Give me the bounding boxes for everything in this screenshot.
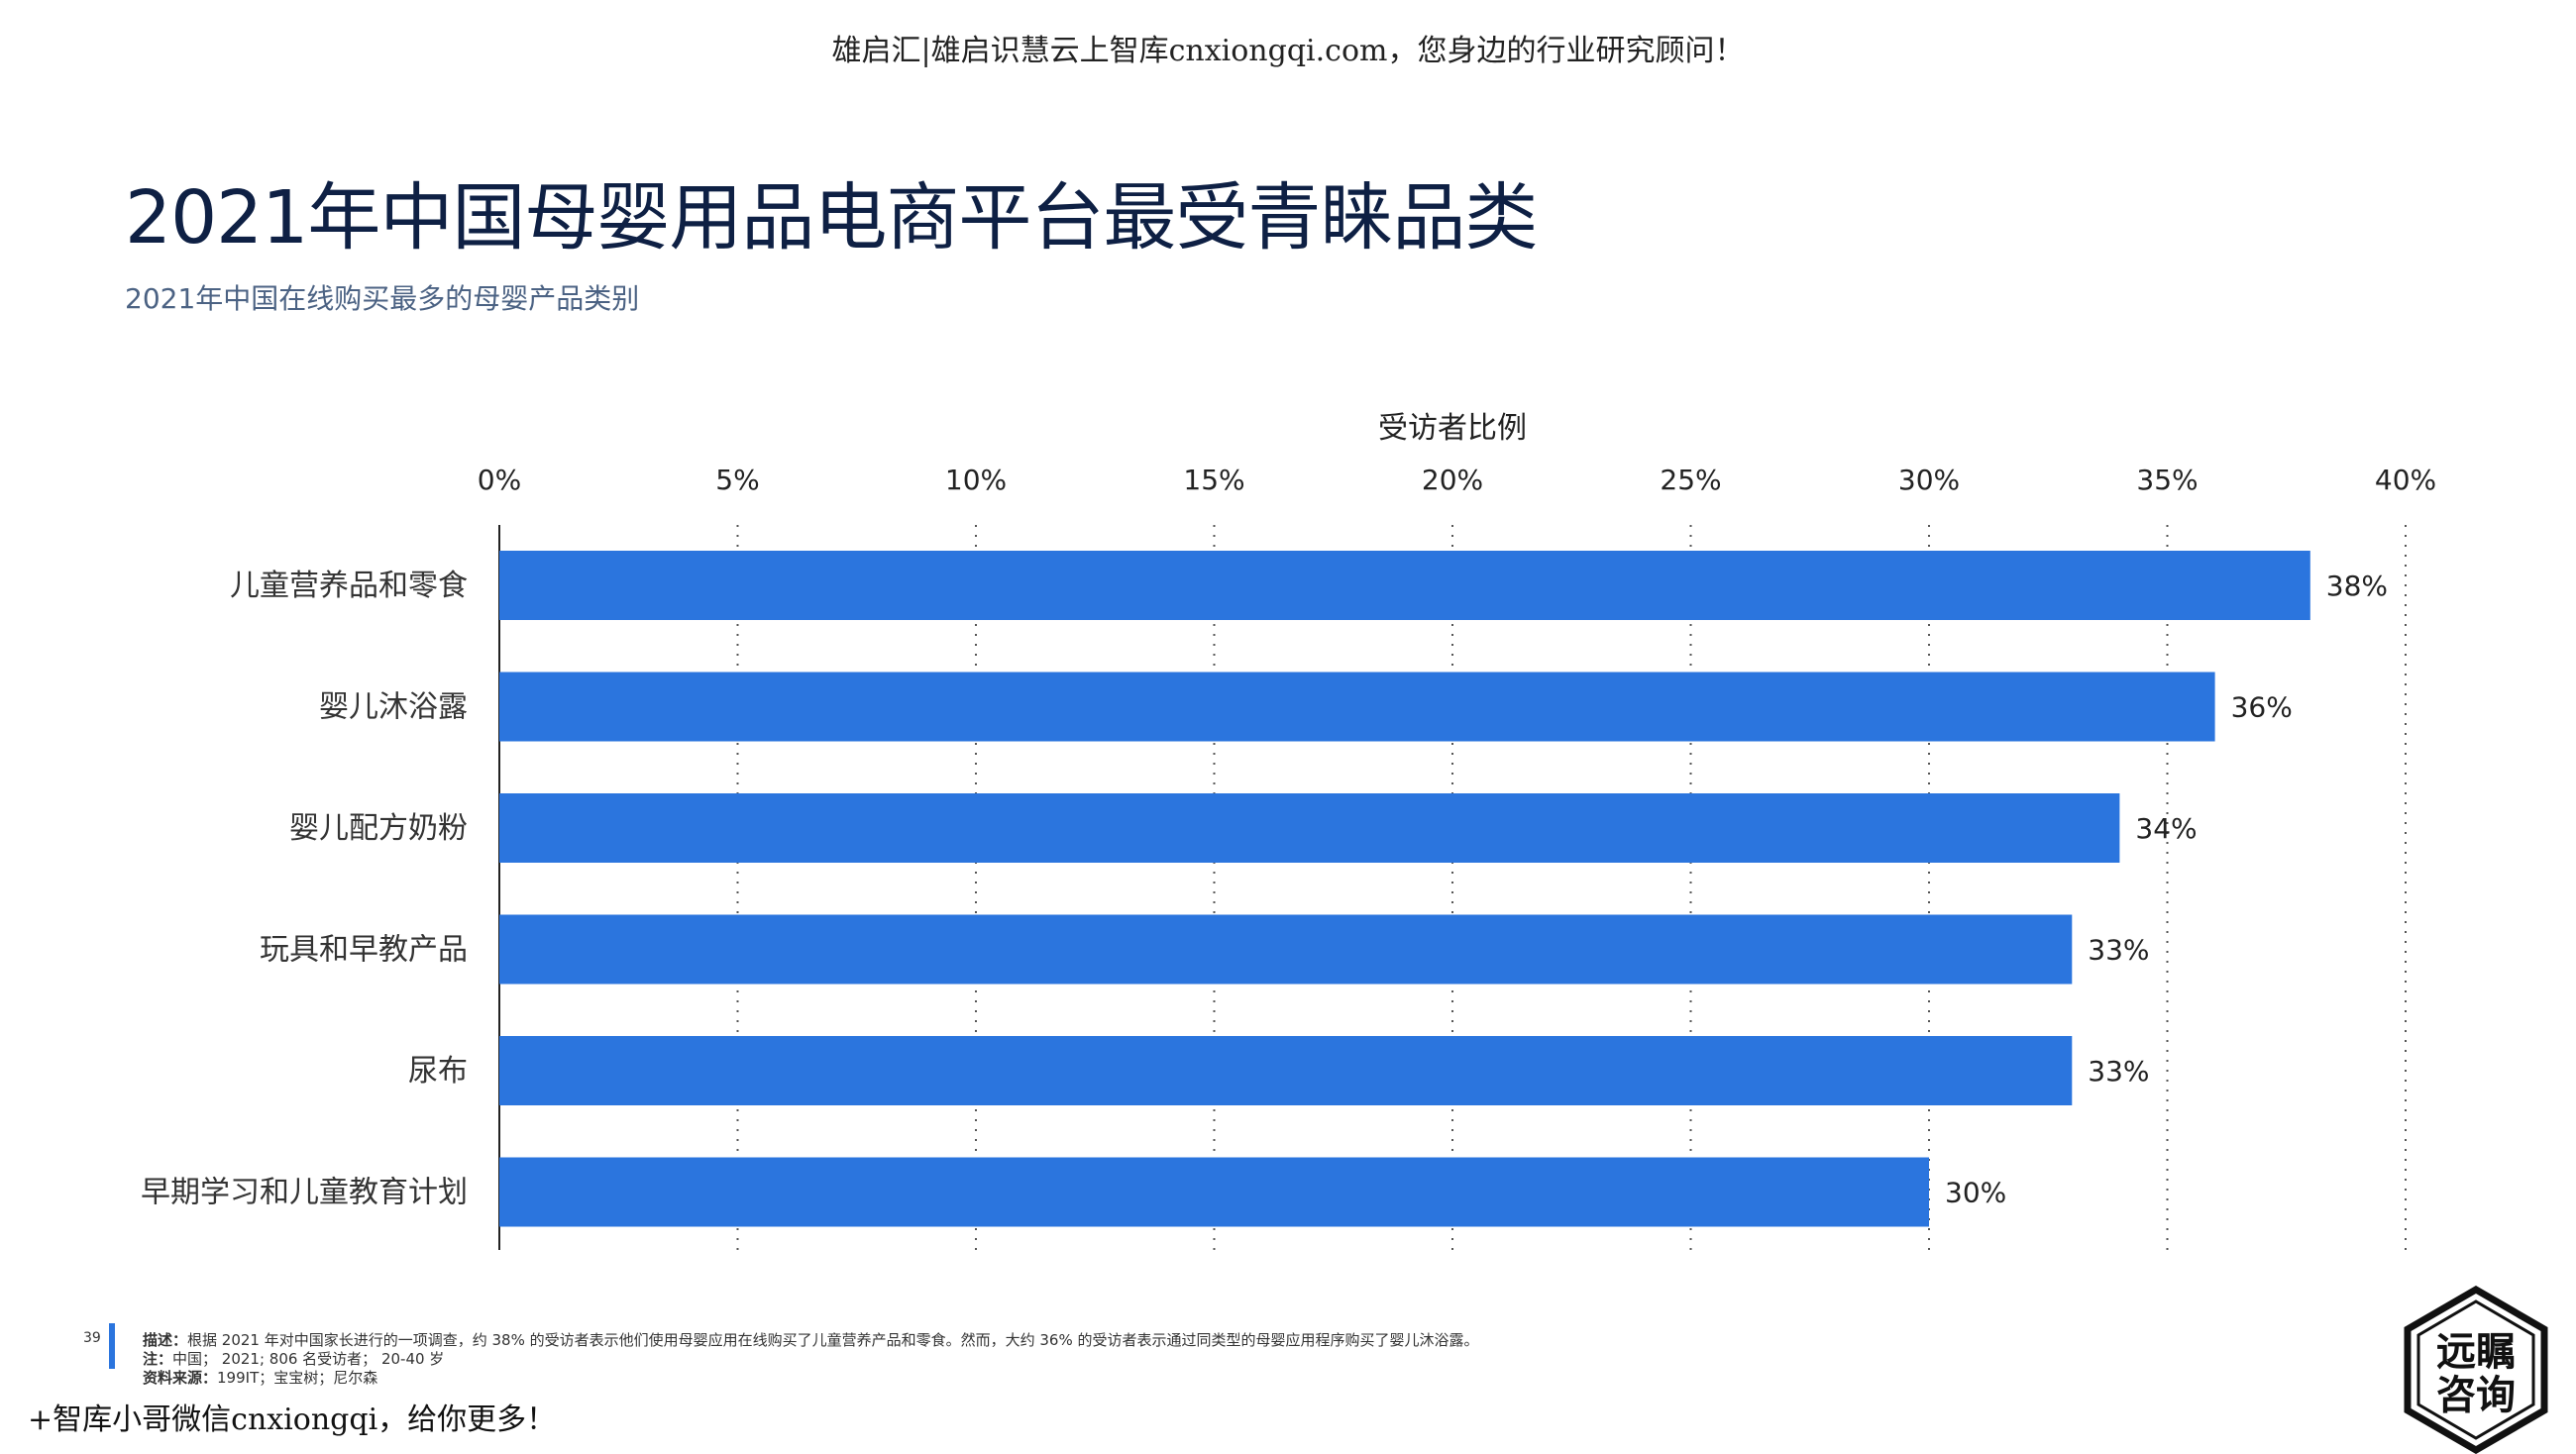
data-label: 38% bbox=[2326, 570, 2388, 602]
x-tick-label: 0% bbox=[478, 464, 521, 496]
bar bbox=[499, 1036, 2073, 1105]
logo-line1: 远瞩 bbox=[2436, 1329, 2516, 1375]
x-tick-label: 15% bbox=[1183, 464, 1244, 496]
note-text: 中国； 2021; 806 名受访者； 20-40 岁 bbox=[172, 1350, 445, 1368]
note-label: 注： bbox=[143, 1350, 173, 1368]
description-label: 描述： bbox=[143, 1331, 188, 1349]
page-number: 39 bbox=[83, 1330, 101, 1346]
data-label: 33% bbox=[2088, 1055, 2149, 1088]
description-text: 根据 2021 年对中国家长进行的一项调查，约 38% 的受访者表示他们使用母婴… bbox=[187, 1331, 1479, 1349]
data-label: 33% bbox=[2088, 934, 2149, 967]
category-label: 早期学习和儿童教育计划 bbox=[141, 1176, 468, 1210]
category-label: 尿布 bbox=[408, 1054, 468, 1089]
logo: 远瞩 咨询 bbox=[2404, 1286, 2548, 1454]
watermark-bottom: +智库小哥微信cnxiongqi，给你更多！ bbox=[28, 1402, 557, 1437]
data-label: 36% bbox=[2231, 691, 2293, 724]
x-tick-label: 20% bbox=[1422, 464, 1483, 496]
category-label: 玩具和早教产品 bbox=[260, 933, 468, 968]
x-tick-label: 35% bbox=[2136, 464, 2198, 496]
page-title: 2021年中国母婴用品电商平台最受青睐品类 bbox=[125, 175, 1538, 260]
page-subtitle: 2021年中国在线购买最多的母婴产品类别 bbox=[125, 282, 640, 315]
category-label: 婴儿配方奶粉 bbox=[289, 811, 468, 846]
footer-description: 描述：根据 2021 年对中国家长进行的一项调查，约 38% 的受访者表示他们使… bbox=[143, 1331, 1479, 1350]
x-tick-label: 5% bbox=[715, 464, 759, 496]
data-label: 34% bbox=[2135, 812, 2197, 845]
category-label: 婴儿沐浴露 bbox=[319, 690, 468, 725]
x-axis-label: 受访者比例 bbox=[1378, 411, 1527, 446]
bar bbox=[499, 1157, 1929, 1227]
footer-note: 注：中国； 2021; 806 名受访者； 20-40 岁 bbox=[143, 1350, 1479, 1369]
bar bbox=[499, 914, 2073, 985]
footer-source: 资料来源：199IT；宝宝树；尼尔森 bbox=[143, 1369, 1479, 1388]
bar-chart: 受访者比例 0% 5% 10% 15% 20% 25% 30% 35% 40% 38% 儿童营养品和零… bbox=[141, 411, 2436, 1250]
x-tick-label: 25% bbox=[1660, 464, 1721, 496]
footer-accent-bar bbox=[109, 1323, 115, 1369]
x-tick-label: 30% bbox=[1898, 464, 1960, 496]
bar bbox=[499, 551, 2310, 620]
logo-line2: 咨询 bbox=[2436, 1373, 2516, 1418]
category-label: 儿童营养品和零食 bbox=[230, 569, 468, 603]
watermark-top: 雄启汇|雄启识慧云上智库cnxiongqi.com，您身边的行业研究顾问！ bbox=[831, 34, 1745, 68]
source-label: 资料来源： bbox=[143, 1369, 218, 1387]
footer-notes: 描述：根据 2021 年对中国家长进行的一项调查，约 38% 的受访者表示他们使… bbox=[143, 1331, 1479, 1388]
source-text: 199IT；宝宝树；尼尔森 bbox=[217, 1369, 378, 1387]
bar bbox=[499, 793, 2120, 863]
data-label: 30% bbox=[1945, 1177, 2006, 1209]
x-tick-label: 10% bbox=[945, 464, 1007, 496]
bar bbox=[499, 672, 2215, 742]
x-tick-label: 40% bbox=[2375, 464, 2436, 496]
